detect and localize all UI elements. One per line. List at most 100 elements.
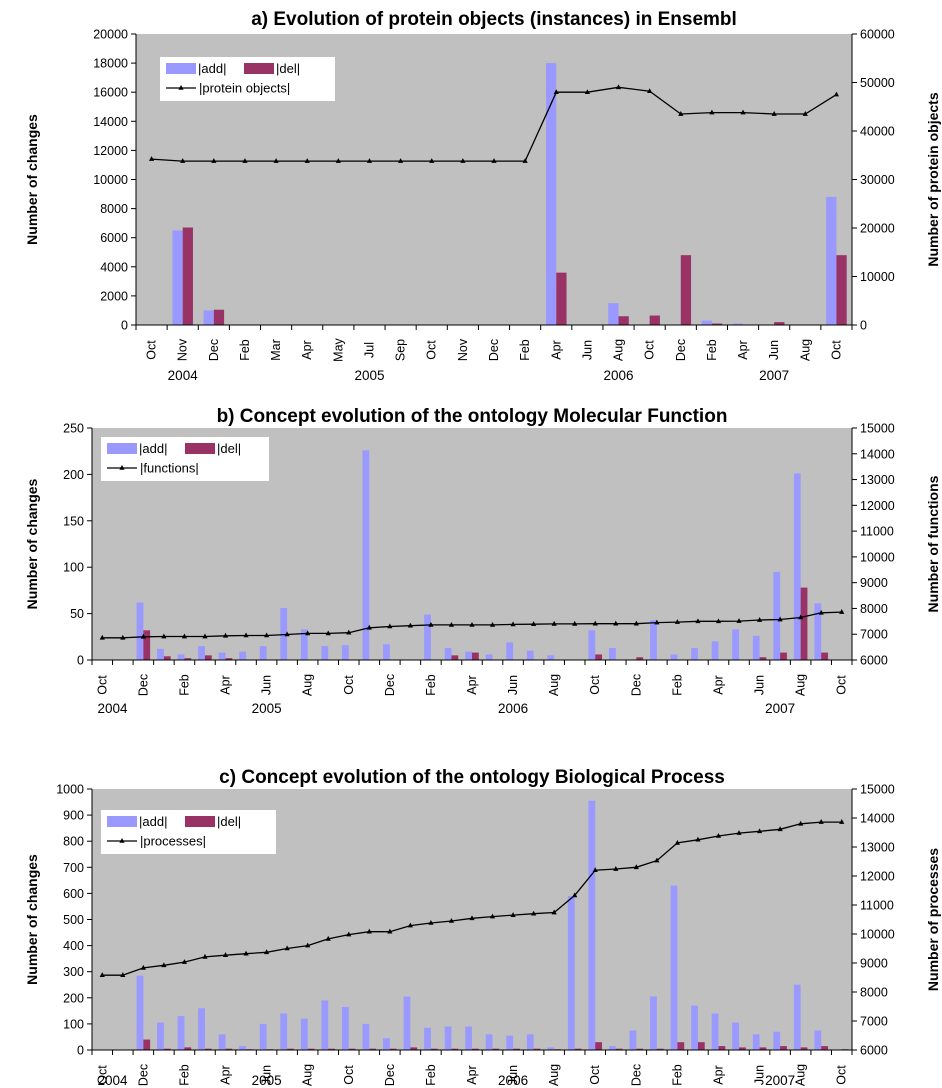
x-tick-label: Jun bbox=[260, 1065, 274, 1085]
series-marker bbox=[553, 89, 559, 94]
legend-label-add: |add| bbox=[139, 441, 167, 456]
bar-del bbox=[680, 255, 692, 325]
series-marker bbox=[839, 609, 845, 614]
bar-del bbox=[718, 1046, 726, 1050]
bar-add bbox=[362, 450, 370, 660]
y-tick-label: 200 bbox=[63, 468, 84, 482]
x-tick-label: May bbox=[331, 337, 345, 361]
x-tick-label: Oct bbox=[643, 340, 657, 360]
bar-del bbox=[780, 652, 787, 660]
year-label: 2004 bbox=[168, 368, 199, 383]
bar-add bbox=[280, 1013, 288, 1050]
y-tick-label: 400 bbox=[63, 939, 84, 953]
y-axis-label: Number of changes bbox=[24, 854, 40, 985]
x-tick-label: Sep bbox=[394, 339, 408, 361]
x-tick-label: Apr bbox=[300, 340, 314, 359]
bar-add bbox=[485, 1034, 493, 1050]
y-tick-label: 900 bbox=[63, 809, 84, 823]
x-tick-label: Jul bbox=[362, 342, 376, 358]
x-tick-label: Oct bbox=[95, 1065, 109, 1085]
series-marker bbox=[736, 618, 742, 623]
series-marker bbox=[740, 109, 746, 115]
x-tick-label: Aug bbox=[301, 674, 315, 696]
bar-del bbox=[759, 1047, 767, 1050]
series-marker bbox=[654, 619, 660, 625]
x-tick-label: Oct bbox=[95, 675, 109, 695]
x-tick-label: Feb bbox=[705, 339, 719, 361]
year-label: 2006 bbox=[498, 1073, 528, 1088]
year-label: 2005 bbox=[252, 701, 282, 716]
x-tick-label: Oct bbox=[342, 1065, 356, 1085]
bar-add bbox=[588, 800, 596, 1050]
series-marker bbox=[305, 942, 311, 948]
bar-add bbox=[506, 642, 514, 660]
x-tick-label: Jun bbox=[506, 675, 520, 695]
bar-add bbox=[198, 646, 205, 660]
bar-add bbox=[545, 63, 557, 325]
series-marker bbox=[771, 111, 777, 116]
bar-del bbox=[410, 1047, 418, 1050]
year-label: 2007 bbox=[765, 701, 795, 716]
bar-del bbox=[451, 655, 459, 660]
series-marker bbox=[161, 633, 167, 639]
series-marker bbox=[613, 866, 619, 871]
series-marker bbox=[346, 629, 352, 635]
bar-add bbox=[547, 1047, 555, 1050]
series-marker bbox=[647, 88, 653, 94]
y-tick-label: 20000 bbox=[93, 28, 128, 42]
series-marker bbox=[736, 830, 742, 835]
series-marker bbox=[531, 910, 537, 916]
bar-del bbox=[328, 1048, 335, 1050]
series-marker bbox=[551, 620, 557, 626]
series-marker bbox=[510, 912, 516, 917]
bar-del bbox=[451, 1048, 459, 1050]
bar-add bbox=[814, 603, 822, 660]
bar-add bbox=[157, 1022, 164, 1050]
bar-add bbox=[826, 196, 837, 325]
x-tick-label: Feb bbox=[518, 339, 532, 361]
bar-add bbox=[732, 1022, 740, 1050]
bar-add bbox=[588, 630, 596, 660]
series-marker bbox=[592, 867, 598, 872]
series-marker bbox=[756, 828, 763, 834]
series-marker bbox=[833, 91, 840, 97]
y-axis-label: Number of changes bbox=[24, 114, 40, 245]
bar-add bbox=[203, 310, 214, 325]
year-label: 2004 bbox=[98, 701, 129, 716]
bar-add bbox=[752, 1034, 760, 1050]
bar-add bbox=[547, 655, 555, 660]
series-marker bbox=[489, 913, 496, 919]
legend-swatch-add bbox=[107, 816, 137, 827]
chart-c: c) Concept evolution of the ontology Bio… bbox=[24, 767, 941, 1088]
x-tick-label: Dec bbox=[487, 339, 501, 361]
legend-label-add: |add| bbox=[139, 814, 167, 829]
bar-del bbox=[800, 1047, 808, 1050]
series-marker bbox=[777, 826, 783, 832]
y2-tick-label: 40000 bbox=[860, 125, 895, 139]
legend-swatch-marker bbox=[119, 838, 125, 843]
series-marker bbox=[305, 630, 311, 636]
bar-add bbox=[424, 1027, 431, 1050]
y-tick-label: 0 bbox=[77, 1044, 84, 1058]
x-tick-label: Aug bbox=[547, 674, 561, 696]
series-marker bbox=[674, 839, 681, 845]
x-tick-label: Jun bbox=[260, 675, 274, 695]
series-marker bbox=[777, 616, 783, 622]
y-tick-label: 14000 bbox=[93, 115, 128, 129]
y-tick-label: 12000 bbox=[93, 144, 128, 158]
bar-del bbox=[533, 1048, 541, 1050]
bar-del bbox=[821, 652, 828, 660]
y2-tick-label: 15000 bbox=[860, 422, 895, 436]
series-marker bbox=[120, 634, 126, 640]
bar-add bbox=[773, 1031, 781, 1050]
series-marker bbox=[202, 953, 208, 959]
bar-add bbox=[444, 647, 452, 660]
series-marker bbox=[839, 819, 845, 824]
y-tick-label: 200 bbox=[63, 991, 84, 1005]
x-tick-label: Oct bbox=[829, 340, 843, 360]
series-marker bbox=[818, 819, 824, 824]
series-marker bbox=[398, 158, 404, 163]
y-tick-label: 300 bbox=[63, 965, 84, 979]
series-marker bbox=[161, 962, 167, 968]
bar-add bbox=[172, 230, 183, 325]
